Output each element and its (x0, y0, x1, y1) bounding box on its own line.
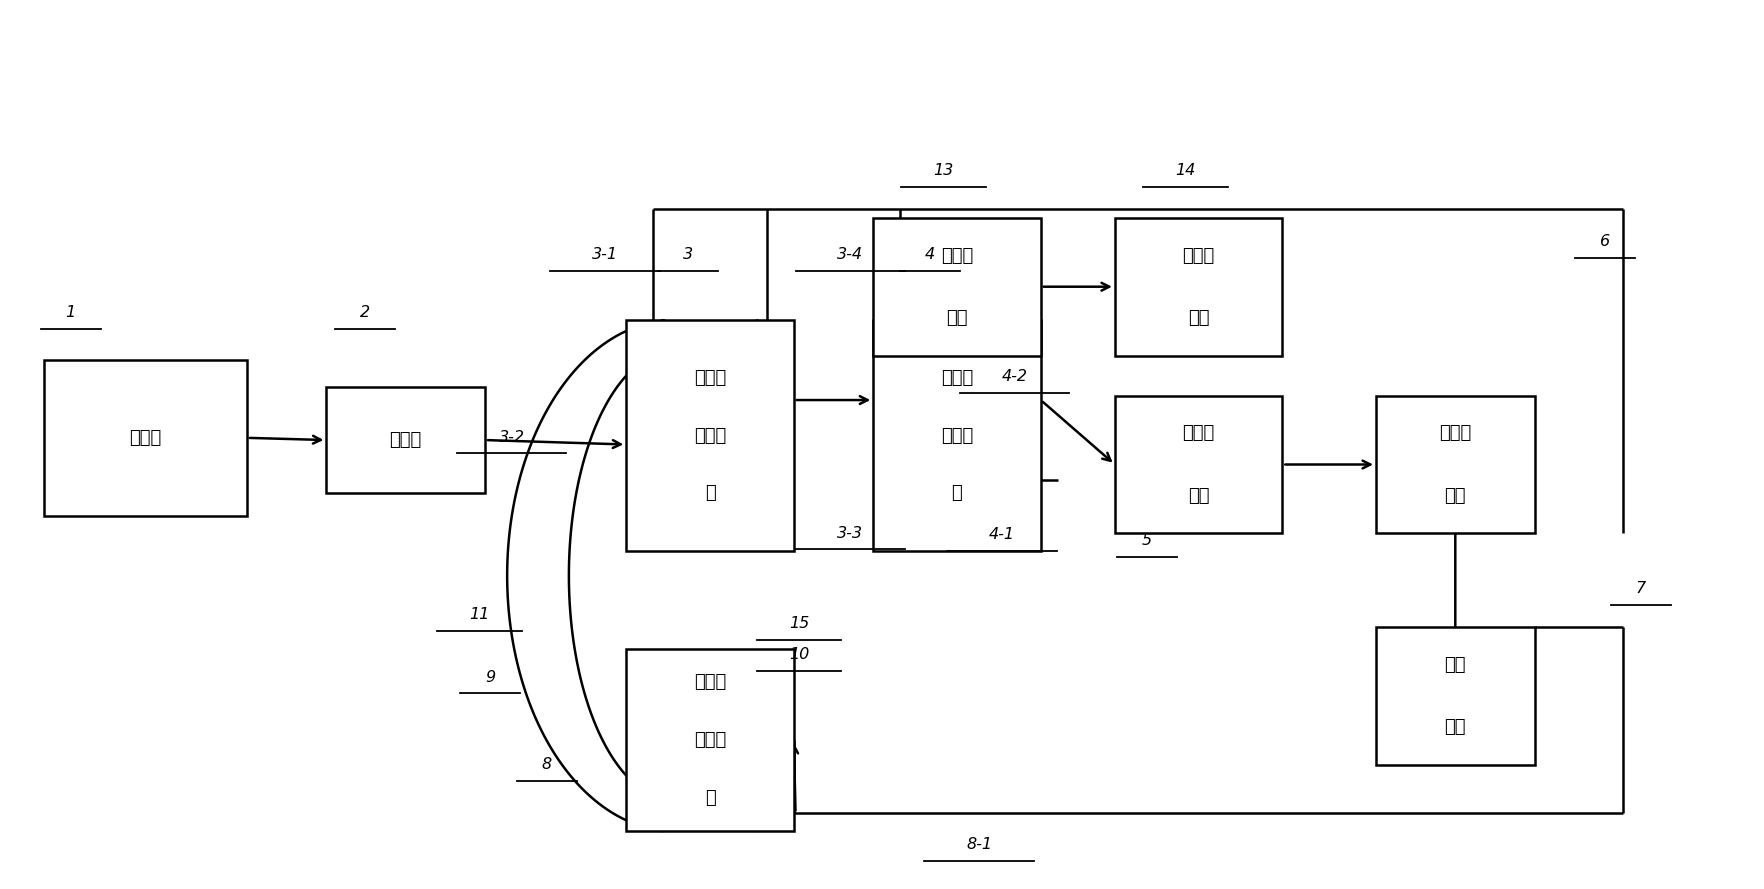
Text: 15: 15 (789, 616, 810, 631)
Text: 8-1: 8-1 (967, 837, 991, 852)
Text: 器: 器 (704, 485, 716, 502)
Text: 5: 5 (1141, 533, 1152, 548)
Bar (1376, 627, 1535, 765)
Text: 11: 11 (469, 607, 490, 622)
Bar (626, 320, 794, 551)
Text: 器: 器 (951, 485, 963, 502)
Text: 3-3: 3-3 (838, 525, 863, 541)
Text: 纤耦合: 纤耦合 (693, 427, 727, 444)
Text: 器: 器 (704, 789, 716, 807)
Text: 9: 9 (485, 669, 496, 685)
Text: 稳频: 稳频 (1445, 655, 1466, 674)
Text: 激光源: 激光源 (129, 428, 162, 447)
Bar (1376, 396, 1535, 533)
Text: 光电二: 光电二 (1439, 424, 1471, 443)
Text: 3-4: 3-4 (838, 247, 863, 262)
Bar (44, 360, 247, 516)
Text: 第二光: 第二光 (940, 369, 974, 387)
Text: 3-1: 3-1 (593, 247, 617, 262)
Bar (1115, 218, 1282, 356)
Text: 电路: 电路 (1445, 717, 1466, 736)
Bar (873, 218, 1041, 356)
Text: 纤耦合: 纤耦合 (940, 427, 974, 444)
Text: 1: 1 (65, 305, 76, 320)
Bar (626, 649, 794, 831)
Bar (873, 320, 1041, 551)
Text: 极管: 极管 (1445, 486, 1466, 505)
Text: 4: 4 (924, 247, 935, 262)
Bar (1115, 396, 1282, 533)
Text: 14: 14 (1175, 163, 1196, 178)
Text: 4-1: 4-1 (990, 527, 1014, 542)
Text: 频谱分: 频谱分 (1182, 246, 1215, 265)
Text: 3: 3 (683, 247, 693, 262)
Text: 13: 13 (933, 163, 954, 178)
Text: 波器: 波器 (1187, 486, 1210, 505)
Text: 可调滤: 可调滤 (1182, 424, 1215, 443)
Text: 10: 10 (789, 647, 810, 662)
Text: 4-2: 4-2 (1002, 369, 1027, 384)
Text: 光纤相: 光纤相 (693, 673, 727, 692)
Text: 6: 6 (1600, 234, 1611, 249)
Bar (326, 387, 485, 493)
Text: 光电二: 光电二 (940, 246, 974, 265)
Text: 位调制: 位调制 (693, 731, 727, 749)
Text: 7: 7 (1635, 581, 1646, 596)
Text: 第一光: 第一光 (693, 369, 727, 387)
Text: 2: 2 (360, 305, 370, 320)
Text: 隔离器: 隔离器 (390, 431, 422, 449)
Text: 析仪: 析仪 (1187, 308, 1210, 327)
Text: 极管: 极管 (946, 308, 968, 327)
Text: 3-2: 3-2 (499, 429, 524, 444)
Text: 8: 8 (542, 757, 552, 772)
